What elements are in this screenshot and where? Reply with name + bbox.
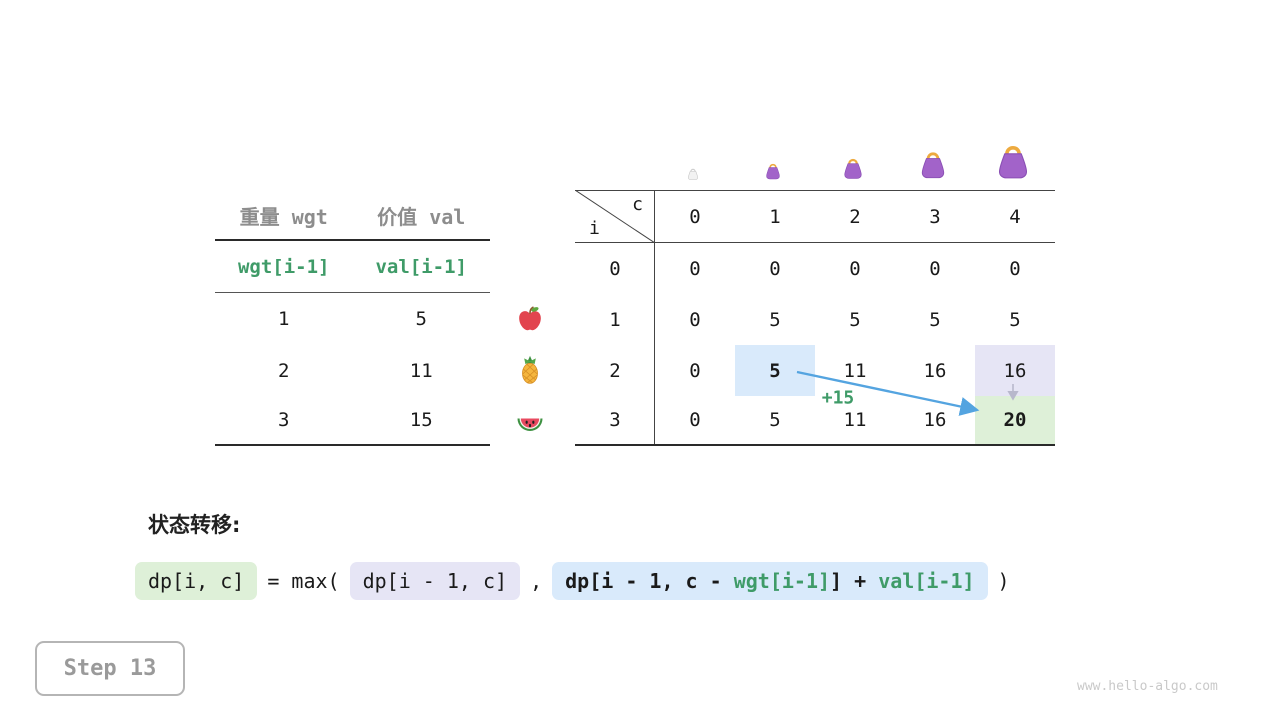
pineapple-icon	[522, 355, 538, 384]
divider	[215, 444, 490, 446]
dp-cell: 5	[1009, 308, 1021, 331]
step-label: Step 13	[63, 656, 157, 681]
formula-arg2-wgt: wgt[i-1]	[733, 569, 831, 593]
apple-icon	[519, 306, 541, 331]
step-badge: Step 13	[35, 641, 185, 696]
item-value: 15	[409, 409, 433, 431]
bag-large-icon	[921, 152, 945, 179]
add-value-annotation: +15	[821, 387, 855, 409]
dp-cell: 0	[689, 359, 701, 382]
dp-cell: 0	[849, 257, 861, 280]
item-row-watermelon: 3 15	[215, 396, 490, 444]
dp-cell: 0	[769, 257, 781, 280]
formula-op: = max(	[267, 569, 340, 593]
bag-xlarge-icon	[998, 146, 1028, 179]
formula-comma: ,	[530, 569, 543, 593]
corner-row-var: i	[589, 218, 600, 239]
items-table-header-row: 重量 wgt 价值 val	[215, 190, 490, 240]
divider	[654, 190, 655, 444]
items-header-weight: 重量 wgt	[239, 204, 328, 229]
item-value: 11	[409, 359, 433, 382]
dp-cell: 0	[1009, 257, 1021, 280]
transition-formula: dp[i, c] = max( dp[i - 1, c] , dp[i - 1,…	[135, 559, 1010, 603]
dp-row-2: 2 0 5 11 16 16	[575, 345, 1055, 396]
val-formula-label: val[i-1]	[375, 255, 467, 278]
items-table-formula-row: wgt[i-1] val[i-1]	[215, 241, 490, 292]
dp-cell: 16	[923, 409, 947, 431]
transition-label: 状态转移:	[148, 513, 241, 537]
dp-cell: 11	[843, 409, 867, 431]
divider	[215, 292, 490, 293]
divider	[215, 239, 490, 241]
bag-tiny-icon	[688, 168, 698, 180]
formula-lhs: dp[i, c]	[135, 562, 258, 600]
dp-row-header: 1	[609, 308, 621, 331]
formula-arg1: dp[i - 1, c]	[349, 562, 521, 600]
item-weight: 1	[278, 308, 290, 330]
item-row-apple: 1 5	[215, 293, 490, 345]
formula-close: )	[997, 569, 1010, 593]
dp-corner-cell: c i	[575, 190, 655, 243]
corner-col-var: c	[632, 194, 643, 215]
item-weight: 2	[278, 359, 290, 382]
dp-cell: 0	[689, 257, 701, 280]
dp-col-header: 1	[769, 205, 781, 228]
divider	[575, 190, 1055, 191]
dp-row-header: 3	[609, 409, 621, 431]
items-header-value: 价值 val	[377, 204, 466, 229]
item-value: 5	[415, 308, 427, 330]
dp-row-header: 2	[609, 359, 621, 382]
dp-cell: 16	[923, 359, 947, 382]
dp-row-0: 0 0 0 0 0 0	[575, 243, 1055, 294]
dp-row-3: 3 0 5 11 16 20	[575, 396, 1055, 444]
formula-arg2-bracket: ] +	[830, 569, 879, 593]
dp-cell: 0	[929, 257, 941, 280]
dp-row-1: 1 0 5 5 5 5	[575, 294, 1055, 345]
dp-cell: 0	[689, 409, 701, 431]
divider	[575, 242, 1055, 243]
dp-row-header: 0	[609, 257, 621, 280]
watermark: www.hello-algo.com	[1077, 679, 1218, 694]
item-weight: 3	[278, 409, 290, 431]
dp-cell-result-highlight: 20	[975, 396, 1055, 444]
dp-col-header: 2	[849, 205, 861, 228]
formula-arg2-val: val[i-1]	[878, 569, 975, 593]
dp-header-row: c i 0 1 2 3 4	[575, 190, 1055, 243]
watermelon-icon	[517, 418, 543, 431]
dp-cell: 5	[769, 409, 781, 431]
dp-cell-above-highlight: 16	[975, 345, 1055, 396]
item-row-pineapple: 2 11	[215, 345, 490, 396]
dp-col-header: 3	[929, 205, 941, 228]
dp-cell-source-highlight: 5	[735, 345, 815, 396]
bag-small-icon	[766, 163, 780, 180]
divider	[575, 444, 1055, 446]
dp-cell: 5	[849, 308, 861, 331]
dp-col-header: 4	[1009, 205, 1021, 228]
formula-arg2: dp[i - 1, c - wgt[i-1]] + val[i-1]	[552, 562, 988, 600]
dp-cell: 5	[769, 308, 781, 331]
bag-medium-icon	[844, 158, 862, 179]
dp-cell: 0	[689, 308, 701, 331]
formula-arg2-dp: dp[i - 1, c -	[565, 569, 734, 593]
dp-col-header: 0	[689, 205, 701, 228]
diagonal-line	[575, 190, 655, 243]
wgt-formula-label: wgt[i-1]	[237, 255, 330, 278]
dp-cell: 5	[929, 308, 941, 331]
